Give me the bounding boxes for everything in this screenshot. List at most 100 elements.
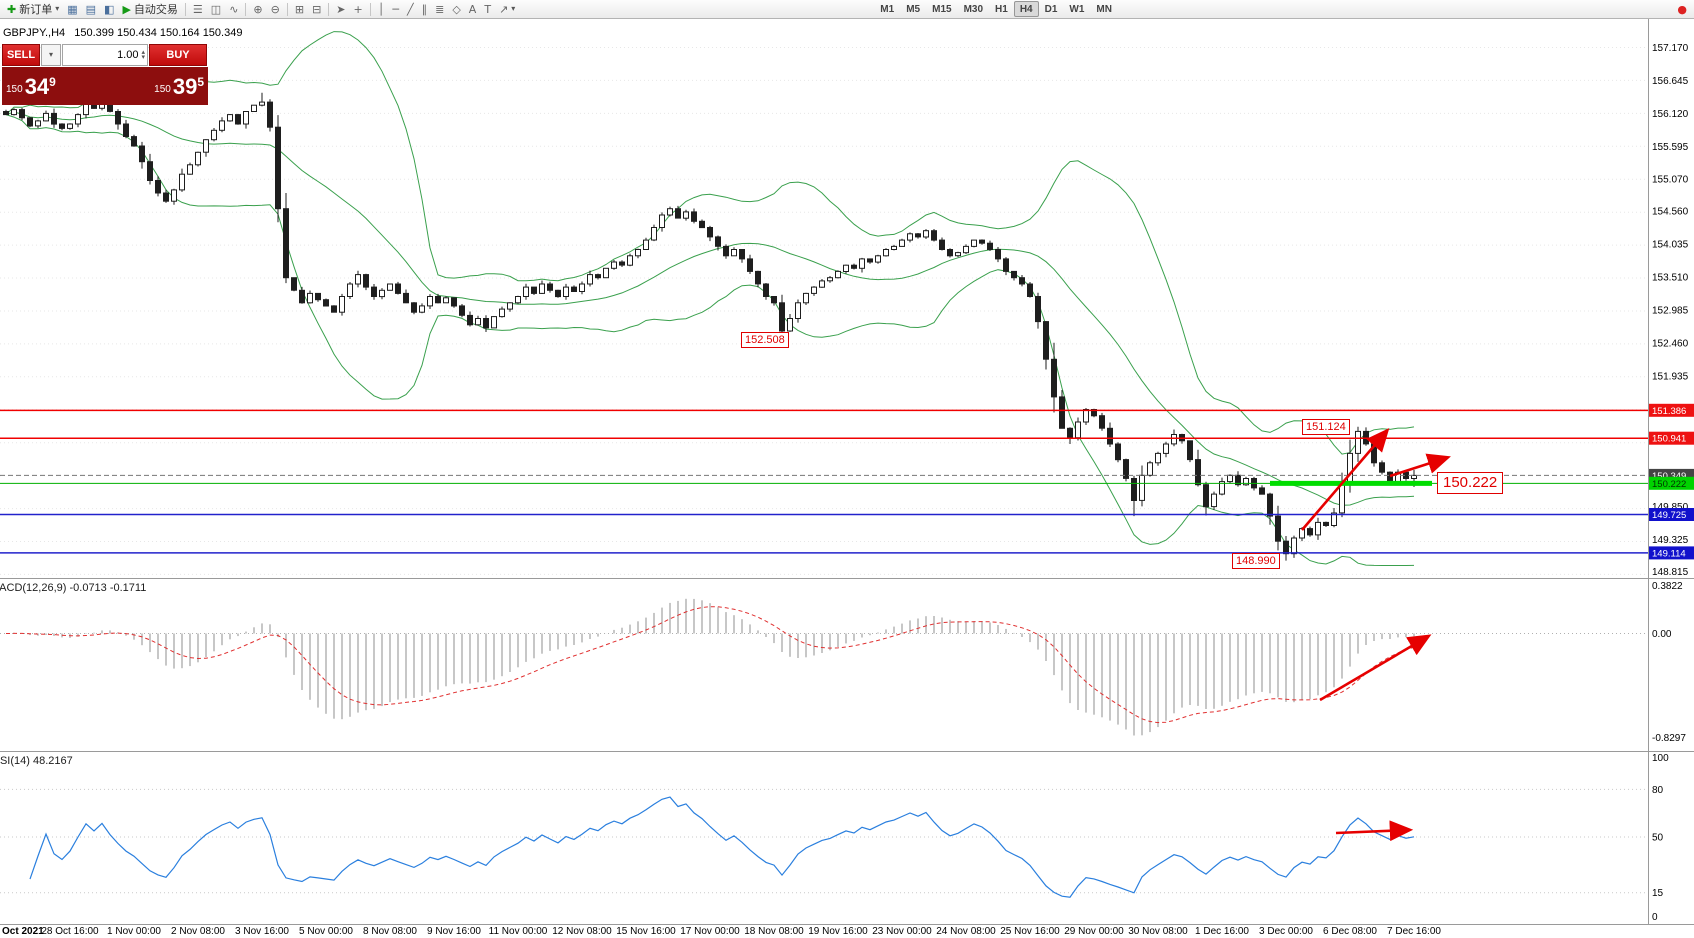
price-axis-label: 154.560 bbox=[1652, 207, 1689, 218]
date-axis-label: 24 Nov 08:00 bbox=[936, 926, 996, 937]
price-axis-label: 152.985 bbox=[1652, 306, 1689, 317]
stepper-down-icon[interactable]: ▾ bbox=[141, 53, 145, 61]
date-axis-label: 18 Nov 08:00 bbox=[744, 926, 804, 937]
shapes-button[interactable]: ◇ bbox=[448, 1, 464, 18]
price-axis-badge bbox=[1649, 546, 1694, 560]
price-axis-badge-text: 151.386 bbox=[1652, 406, 1686, 417]
trend-arrow[interactable] bbox=[1335, 820, 1414, 842]
date-axis-label: 11 Nov 00:00 bbox=[489, 926, 548, 937]
trend-arrow[interactable] bbox=[1301, 428, 1390, 531]
trend-arrow[interactable] bbox=[1319, 634, 1432, 702]
price-axis-badge bbox=[1649, 431, 1694, 445]
zoom-out-button[interactable]: ⊖ bbox=[267, 1, 284, 18]
fibonacci-icon: ≣ bbox=[435, 2, 445, 16]
rsi-name: RSI(14) bbox=[0, 755, 30, 767]
new-order-button[interactable]: ✚ 新订单 ▾ bbox=[3, 1, 63, 18]
profile-icon: ▤ bbox=[85, 2, 97, 16]
trendline-icon: ╱ bbox=[406, 2, 414, 16]
sell-button[interactable]: SELL bbox=[2, 44, 40, 66]
price-axis-label: 149.325 bbox=[1652, 535, 1689, 546]
line-chart-icon: ∿ bbox=[229, 2, 239, 16]
timeframe-h1-button[interactable]: H1 bbox=[995, 3, 1008, 15]
rsi-label: RSI(14) 48.2167 bbox=[0, 755, 73, 767]
date-axis-label: 15 Nov 16:00 bbox=[616, 926, 676, 937]
cascade-windows-button[interactable]: ⊟ bbox=[308, 1, 325, 18]
buy-button[interactable]: BUY bbox=[149, 44, 207, 66]
caret-down-icon: ▾ bbox=[48, 50, 53, 59]
price-axis-label: 156.120 bbox=[1652, 109, 1689, 120]
separator bbox=[286, 2, 288, 16]
date-axis-label: 17 Nov 00:00 bbox=[680, 926, 740, 937]
price-annotation[interactable]: 150.222 bbox=[1437, 472, 1504, 494]
candlestick-series[interactable] bbox=[3, 92, 1417, 561]
fibonacci-button[interactable]: ≣ bbox=[431, 1, 448, 18]
crosshair-button[interactable]: + bbox=[350, 1, 367, 18]
ask-prefix: 150 bbox=[154, 83, 171, 95]
ask-main: 39 bbox=[172, 73, 198, 99]
arrows-tool-icon: ↗ bbox=[499, 2, 509, 16]
ask-price[interactable]: 150 39 5 bbox=[154, 75, 204, 98]
horizontal-line-button[interactable]: ─ bbox=[388, 1, 403, 18]
stepper-up-icon[interactable]: ▴ bbox=[141, 48, 145, 56]
alert-icon: ● bbox=[1677, 2, 1687, 16]
channel-button[interactable]: ∥ bbox=[418, 1, 432, 18]
macd-axis-label: 0.3822 bbox=[1652, 581, 1683, 592]
zoom-in-button[interactable]: ⊕ bbox=[249, 1, 266, 18]
vertical-line-button[interactable]: │ bbox=[374, 1, 389, 18]
timeframe-m15-button[interactable]: M15 bbox=[932, 3, 952, 15]
text-tool-button[interactable]: A bbox=[465, 1, 481, 18]
date-axis-label: 5 Nov 00:00 bbox=[299, 926, 353, 937]
timeframe-d1-button[interactable]: D1 bbox=[1044, 3, 1058, 15]
date-axis-label: 3 Dec 00:00 bbox=[1259, 926, 1313, 937]
rsi-axis-label: 50 bbox=[1652, 833, 1664, 844]
alert-button[interactable]: ● bbox=[1673, 1, 1691, 18]
crosshair-icon: + bbox=[353, 2, 363, 16]
label-tool-button[interactable]: T bbox=[480, 1, 495, 18]
date-axis-label: 30 Nov 08:00 bbox=[1128, 926, 1188, 937]
macd-label: MACD(12,26,9) -0.0713 -0.1711 bbox=[0, 582, 146, 594]
cascade-windows-icon: ⊟ bbox=[312, 2, 322, 16]
trend-arrow[interactable] bbox=[1389, 453, 1451, 478]
symbol-period-label: GBPJPY.,H4 bbox=[3, 27, 66, 39]
separator bbox=[184, 2, 186, 16]
price-annotation[interactable]: 151.124 bbox=[1302, 419, 1350, 435]
date-axis-label: 25 Nov 16:00 bbox=[1000, 926, 1060, 937]
bid-main: 34 bbox=[24, 73, 50, 99]
trendline-button[interactable]: ╱ bbox=[403, 1, 418, 18]
new-order-icon: ✚ bbox=[7, 2, 17, 16]
order-type-dropdown[interactable]: ▾ bbox=[41, 44, 61, 66]
charts-button[interactable]: ▦ bbox=[63, 1, 81, 18]
bar-chart-icon: ☰ bbox=[192, 2, 203, 16]
price-axis-label: 154.035 bbox=[1652, 240, 1689, 251]
cursor-button[interactable]: ➤ bbox=[332, 1, 349, 18]
toolbar: ✚ 新订单 ▾ ▦ ▤ ◧ ▶ 自动交易 ☰ ◫ ∿ ⊕ ⊖ ⊞ ⊟ ➤ + │… bbox=[0, 0, 1694, 19]
price-annotation[interactable]: 152.508 bbox=[741, 332, 789, 348]
arrows-tool-button[interactable]: ↗ ▾ bbox=[495, 1, 519, 18]
volume-input[interactable]: 1.00 ▴ ▾ bbox=[62, 44, 148, 66]
timeframe-m5-button[interactable]: M5 bbox=[906, 3, 921, 15]
timeframe-mn-button[interactable]: MN bbox=[1096, 3, 1112, 15]
profile-button[interactable]: ▤ bbox=[82, 1, 100, 18]
date-axis-label: 8 Nov 08:00 bbox=[363, 926, 417, 937]
caret-down-icon: ▾ bbox=[55, 4, 60, 13]
date-axis-label: 28 Oct 16:00 bbox=[41, 926, 99, 937]
timeframe-h4-button[interactable]: H4 bbox=[1013, 1, 1039, 17]
price-annotation[interactable]: 148.990 bbox=[1232, 553, 1280, 569]
timeframe-w1-button[interactable]: W1 bbox=[1069, 3, 1085, 15]
label-tool-icon: T bbox=[484, 2, 492, 16]
timeframe-m1-button[interactable]: M1 bbox=[880, 3, 895, 15]
volume-stepper[interactable]: ▴ ▾ bbox=[141, 48, 145, 61]
autotrading-button[interactable]: ▶ 自动交易 bbox=[118, 1, 181, 18]
line-chart-button[interactable]: ∿ bbox=[225, 1, 242, 18]
price-axis-label: 156.645 bbox=[1652, 76, 1689, 87]
bid-price[interactable]: 150 34 9 bbox=[6, 75, 56, 98]
tile-windows-button[interactable]: ⊞ bbox=[291, 1, 308, 18]
volume-value: 1.00 bbox=[117, 49, 139, 61]
separator bbox=[245, 2, 247, 16]
data-window-button[interactable]: ◧ bbox=[100, 1, 118, 18]
date-axis-label: 23 Nov 00:00 bbox=[872, 926, 932, 937]
timeframe-m30-button[interactable]: M30 bbox=[963, 3, 984, 15]
bar-chart-button[interactable]: ☰ bbox=[189, 1, 207, 18]
candlestick-button[interactable]: ◫ bbox=[207, 1, 225, 18]
